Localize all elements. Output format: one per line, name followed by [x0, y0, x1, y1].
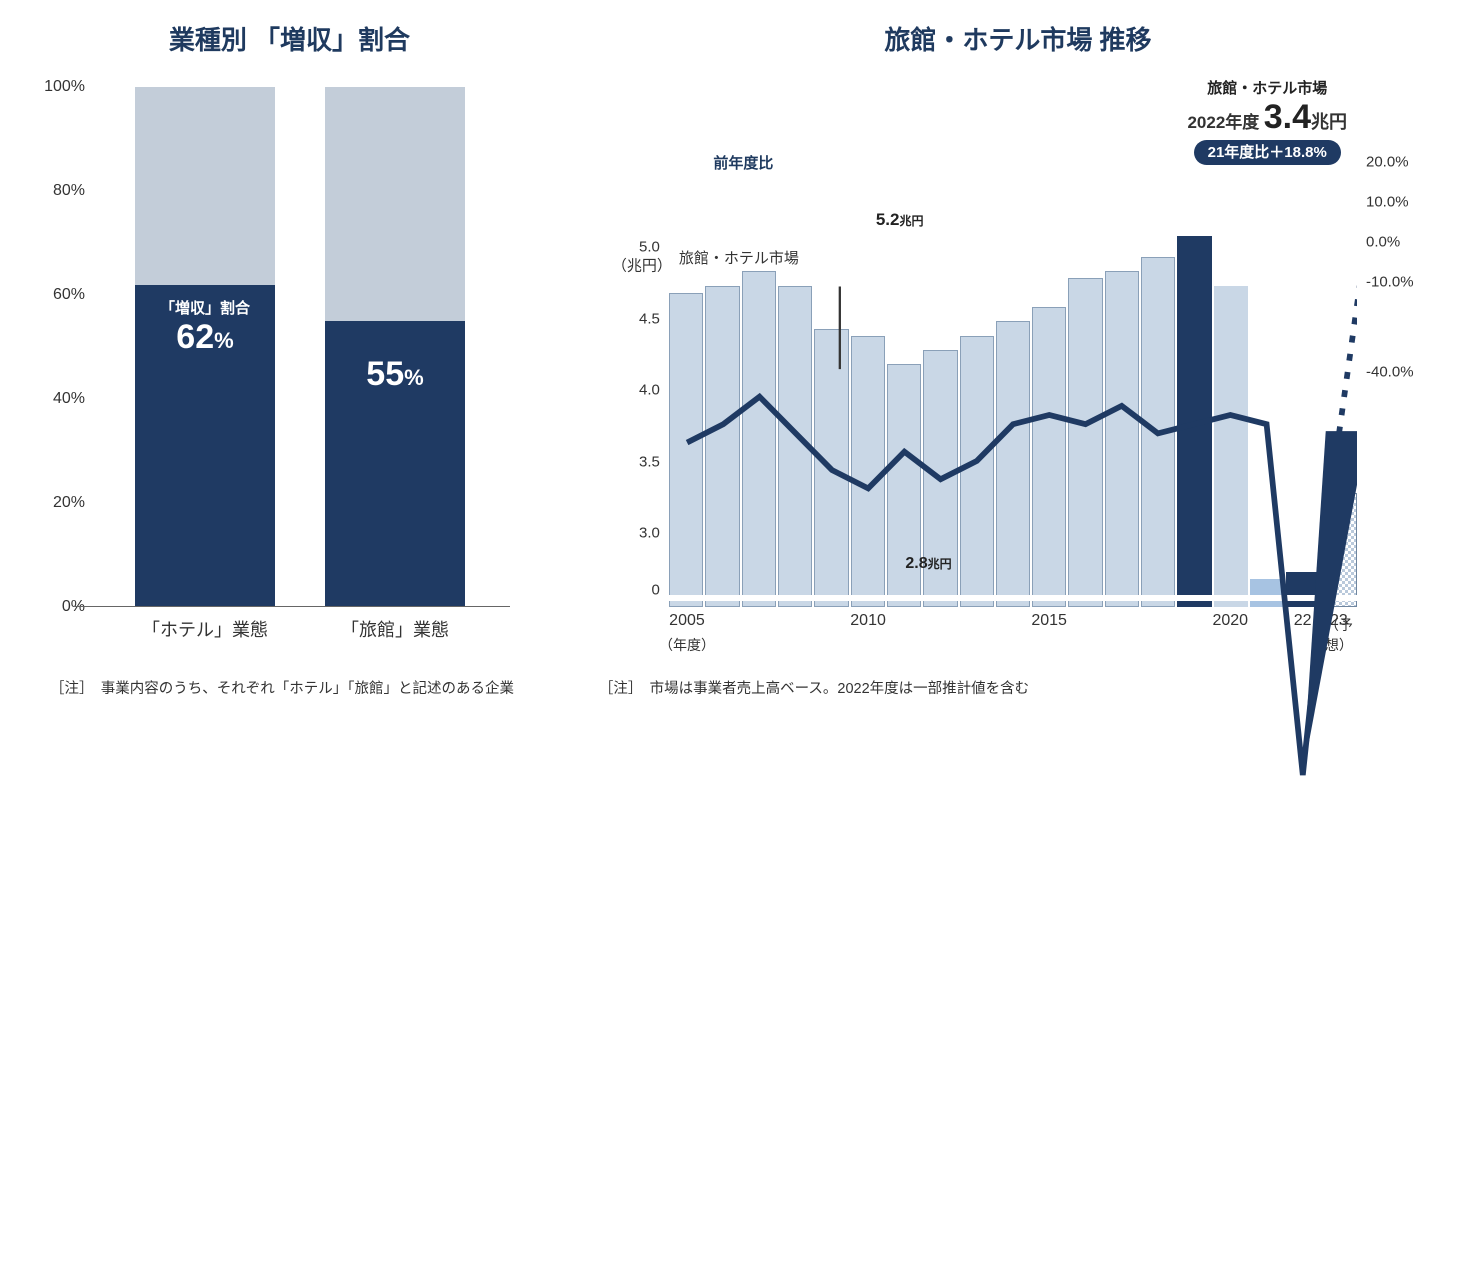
left-footnote: ［注］ 事業内容のうち、それぞれ「ホテル」「旅館」と記述のある企業	[50, 677, 549, 698]
market-bar-2019	[1177, 236, 1211, 607]
axis-break-band	[669, 595, 1357, 601]
x-sub-right: （予想）	[1325, 615, 1353, 655]
callout-pill-wrap: 21年度比＋18.8%	[1187, 141, 1347, 162]
market-bar-2010	[851, 336, 885, 607]
market-bar-2016	[1068, 278, 1102, 607]
bar-label-2021: 2.8兆円	[905, 555, 951, 573]
stacked-bar-chart: 0%20%40%60%80%100% 「増収」割合62%「ホテル」業態55%「旅…	[90, 87, 510, 647]
market-bar-2014	[996, 321, 1030, 607]
stacked-bar-1: 55%「旅館」業態	[325, 87, 465, 607]
market-bar-2008	[778, 286, 812, 607]
market-label: 旅館・ホテル市場	[679, 247, 799, 268]
left-y-axis: 0%20%40%60%80%100%	[35, 87, 90, 607]
callout-pill: 21年度比＋18.8%	[1194, 140, 1341, 165]
market-bar-2023	[1323, 493, 1357, 607]
right-y-axis-right: 20.0%10.0%0.0%-10.0%-40.0%	[1362, 87, 1447, 607]
callout-heading: 旅館・ホテル市場	[1187, 77, 1347, 98]
callout-big-number: 3.4	[1264, 98, 1311, 136]
bar-label-2019: 5.2兆円	[876, 210, 924, 230]
stacked-plot-area: 「増収」割合62%「ホテル」業態 55%「旅館」業態	[110, 87, 490, 607]
charts-row: 業種別 「増収」割合 0%20%40%60%80%100% 「増収」割合62%「…	[30, 20, 1447, 698]
market-bar-2006	[705, 286, 739, 607]
market-x-axis: 20052010201520202223	[669, 612, 1357, 632]
market-bar-2021	[1250, 579, 1284, 607]
market-bar-2007	[742, 271, 776, 607]
right-footnote: ［注］ 市場は事業者売上高ベース。2022年度は一部推計値を含む	[599, 677, 1447, 698]
left-x-baseline	[75, 606, 510, 607]
combo-chart: 旅館・ホテル市場 2022年度 3.4兆円 21年度比＋18.8% 03.03.…	[589, 87, 1447, 647]
market-bar-2009	[814, 329, 848, 607]
market-bar-2018	[1141, 257, 1175, 607]
left-panel: 業種別 「増収」割合 0%20%40%60%80%100% 「増収」割合62%「…	[30, 20, 549, 698]
x-sub-left: （年度）	[659, 635, 715, 655]
line-label: 前年度比	[713, 152, 773, 173]
callout-value-line: 2022年度 3.4兆円	[1187, 98, 1347, 137]
left-chart-title: 業種別 「増収」割合	[30, 20, 549, 57]
market-bar-2017	[1105, 271, 1139, 607]
market-bar-2013	[960, 336, 994, 607]
market-bar-2005	[669, 293, 703, 607]
right-panel: 旅館・ホテル市場 推移 旅館・ホテル市場 2022年度 3.4兆円 21年度比＋…	[589, 20, 1447, 698]
market-bar-2015	[1032, 307, 1066, 607]
stacked-bar-0: 「増収」割合62%「ホテル」業態	[135, 87, 275, 607]
right-chart-title: 旅館・ホテル市場 推移	[589, 20, 1447, 57]
summary-callout: 旅館・ホテル市場 2022年度 3.4兆円 21年度比＋18.8%	[1187, 77, 1347, 162]
right-y-axis-left: 03.03.54.04.55.0（兆円）	[589, 207, 664, 607]
market-bar-2020	[1214, 286, 1248, 607]
market-bar-2022	[1286, 572, 1320, 607]
